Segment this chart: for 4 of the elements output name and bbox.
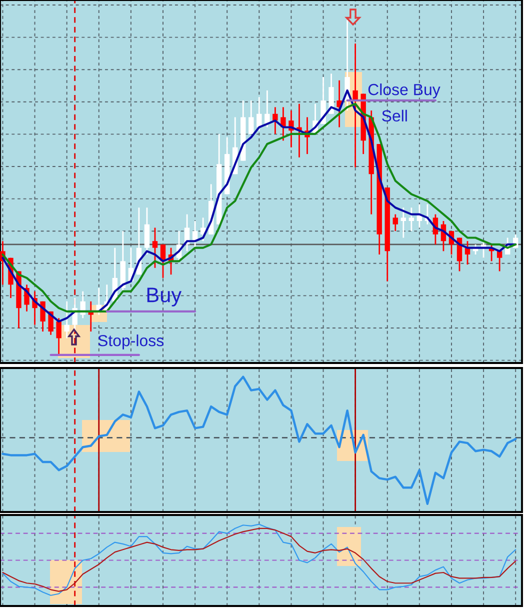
series-label: Stop-loss (98, 334, 164, 350)
series-label: Buy (147, 288, 182, 306)
annotation: Sell (382, 110, 407, 122)
series-label: Close Buy (368, 83, 440, 98)
